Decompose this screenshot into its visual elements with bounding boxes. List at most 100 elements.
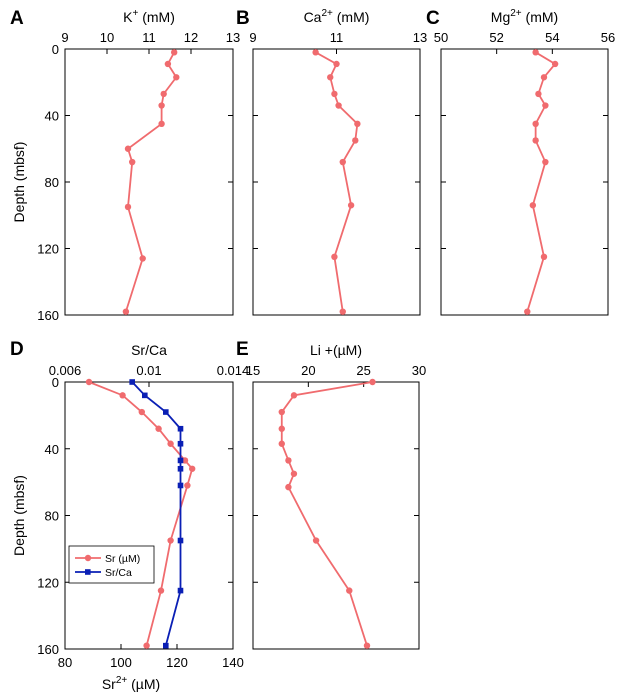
panel-d-ytick-label-0: 0	[52, 375, 59, 390]
panel-d-bottom-tick-label-0: 80	[58, 655, 72, 670]
panel-a-series-0-point-2	[173, 74, 180, 81]
panel-d-series-1-point-10	[163, 642, 169, 649]
panel-a-ytick-label-1: 40	[45, 109, 59, 124]
panel-d-legend-text-1: Sr/Ca	[105, 567, 132, 579]
panel-b-label: B	[236, 8, 250, 29]
panel-c-tick-label-0: 50	[434, 30, 448, 45]
panel-b-series-0-point-0	[312, 49, 319, 56]
panel-b-series-0-point-3	[331, 90, 338, 98]
panel-c-tick-label-1: 52	[489, 30, 503, 45]
panel-a-series-0-point-10	[122, 308, 130, 315]
panel-d-series-1-point-9	[177, 587, 184, 594]
panel-b-series-0-point-5	[354, 120, 361, 128]
panel-e-label: E	[236, 339, 249, 360]
panel-e-tick-label-3: 30	[412, 363, 426, 378]
panel-a-ytick-label-2: 80	[45, 175, 59, 190]
panel-c-series-0-point-2	[540, 74, 548, 81]
panel-c-series-0-point-3	[535, 90, 542, 98]
panel-d-top-tick-label-0: 0.006	[49, 363, 82, 378]
panel-a-series-0-point-3	[160, 90, 167, 98]
panel-e-series-0-point-10	[363, 642, 371, 649]
panel-c-series-0-point-4	[542, 102, 549, 109]
panel-d-legend-marker-1	[85, 569, 91, 575]
panel-d-series-1-point-0	[129, 379, 135, 385]
panel-c-series-0-point-0	[532, 49, 539, 56]
panel-a-ytick-label-3: 120	[37, 242, 59, 257]
panel-b-tick-label-1: 11	[330, 30, 344, 45]
panel-d-series-1-point-5	[177, 457, 184, 464]
panel-d-bottom-tick-label-2: 120	[166, 655, 188, 670]
panel-d-series-1-point-1	[142, 392, 148, 399]
panel-d-ytick-label-1: 40	[45, 442, 59, 457]
panel-d-series-1-point-7	[177, 482, 184, 489]
panel-a-series-0-point-6	[124, 145, 132, 152]
panel-a-series-0-point-0	[171, 49, 178, 56]
panel-a-ytick-label-0: 0	[52, 42, 59, 57]
panel-d-legend	[68, 545, 155, 584]
panel-d-series-0-point-9	[157, 587, 165, 594]
panel-d-series-0-point-10	[143, 642, 150, 649]
panel-c-frame	[440, 48, 609, 316]
panel-c-xlabel: Mg2+ (mM)	[491, 8, 558, 25]
panel-a-series-0-point-4	[158, 102, 165, 109]
panel-d-series-0-point-7	[184, 482, 191, 489]
panel-d-bottom-tick-label-3: 140	[222, 655, 244, 670]
panel-c-series-0-point-7	[542, 158, 549, 166]
panel-b-series-0-point-2	[327, 74, 334, 81]
panel-e-xlabel: Li +(µM)	[310, 342, 362, 358]
panel-e-frame	[252, 381, 420, 650]
panel-d-series-1-point-8	[177, 537, 184, 544]
panel-d-ylabel: Depth (mbsf)	[11, 475, 27, 556]
panel-a-frame	[64, 48, 234, 316]
panel-d-frame	[64, 381, 234, 650]
panel-c-series-0-point-9	[540, 253, 548, 261]
panel-e-series-0-point-9	[346, 587, 353, 594]
panel-a-series-0-point-7	[129, 158, 136, 166]
panel-a-ytick-label-4: 160	[37, 308, 59, 323]
panel-a-xlabel: K+ (mM)	[123, 8, 175, 25]
panel-d-series-0-point-3	[155, 425, 162, 432]
panel-a-tick-label-1: 10	[100, 30, 114, 45]
panel-e-series-0-point-1	[290, 392, 298, 399]
panel-e-series-0-point-3	[278, 425, 285, 432]
panel-b-series-0-point-10	[339, 308, 346, 315]
panel-e-series-0-point-4	[278, 440, 285, 447]
panel-b-series-0-point-1	[333, 60, 340, 68]
panel-a-series-0-point-8	[124, 203, 132, 211]
panel-d-ytick-label-3: 120	[37, 575, 59, 590]
panel-d-legend-text-0: Sr (µM)	[105, 553, 140, 565]
panel-d-bottom-tick-label-1: 100	[110, 655, 132, 670]
panel-c-series-0-point-5	[532, 120, 539, 128]
panel-d-top-tick-label-1: 0.01	[136, 363, 161, 378]
panel-c-tick-label-3: 56	[601, 30, 615, 45]
panel-a-series-0-point-5	[158, 120, 165, 128]
panel-d-series-0-point-1	[119, 392, 126, 399]
panel-c-label: C	[426, 8, 440, 29]
panel-e-series-0-point-8	[312, 537, 320, 544]
panel-d-xlabel-top: Sr/Ca	[131, 342, 167, 358]
panel-c-tick-label-2: 54	[545, 30, 559, 45]
panel-b-tick-label-0: 9	[249, 30, 256, 45]
panel-c-series-0-point-6	[532, 137, 539, 144]
panel-d-xlabel-bottom: Sr2+ (µM)	[102, 675, 160, 692]
panel-a-series-0-point-9	[139, 255, 146, 262]
panel-a-tick-label-0: 9	[61, 30, 68, 45]
panel-b-xlabel: Ca2+ (mM)	[304, 8, 370, 25]
panel-d-ytick-label-2: 80	[45, 509, 59, 524]
panel-e-series-0-point-6	[290, 470, 298, 477]
panel-e-tick-label-2: 25	[356, 363, 370, 378]
panel-d-series-1-point-2	[163, 409, 169, 415]
panel-e-series-0-point-5	[285, 457, 292, 464]
panel-a-label: A	[10, 8, 24, 29]
panel-c-series-0-point-10	[524, 308, 531, 315]
panel-e-series-0-point-0	[369, 378, 376, 386]
panel-a-ylabel: Depth (mbsf)	[11, 142, 27, 223]
panel-e-series-0-line	[280, 381, 373, 646]
panel-e-tick-label-0: 15	[246, 363, 260, 378]
panel-d-series-0-point-6	[189, 465, 196, 472]
panel-c-series-0-line	[526, 51, 557, 312]
panel-a-tick-label-4: 13	[226, 30, 240, 45]
panel-b-series-0-point-6	[352, 137, 359, 144]
panel-b-series-0-point-4	[335, 102, 342, 109]
